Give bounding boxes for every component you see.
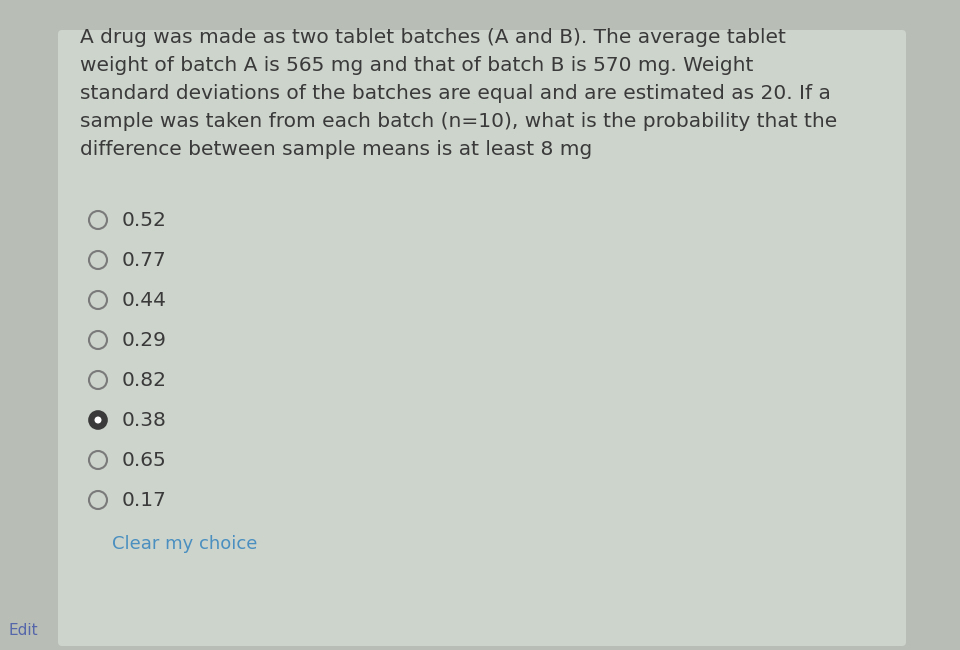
- Text: 0.17: 0.17: [122, 491, 167, 510]
- Text: 0.82: 0.82: [122, 370, 167, 389]
- Text: 0.65: 0.65: [122, 450, 167, 469]
- Text: 0.44: 0.44: [122, 291, 167, 309]
- Text: Clear my choice: Clear my choice: [112, 535, 257, 553]
- Text: 0.38: 0.38: [122, 411, 167, 430]
- FancyBboxPatch shape: [58, 30, 906, 646]
- Text: weight of batch A is 565 mg and that of batch B is 570 mg. Weight: weight of batch A is 565 mg and that of …: [80, 56, 754, 75]
- Circle shape: [89, 411, 107, 429]
- Text: Edit: Edit: [8, 623, 37, 638]
- Text: difference between sample means is at least 8 mg: difference between sample means is at le…: [80, 140, 592, 159]
- Text: 0.29: 0.29: [122, 330, 167, 350]
- Text: 0.52: 0.52: [122, 211, 167, 229]
- Circle shape: [94, 417, 102, 424]
- Text: sample was taken from each batch (n=10), what is the probability that the: sample was taken from each batch (n=10),…: [80, 112, 837, 131]
- Text: standard deviations of the batches are equal and are estimated as 20. If a: standard deviations of the batches are e…: [80, 84, 830, 103]
- Text: 0.77: 0.77: [122, 250, 167, 270]
- Text: A drug was made as two tablet batches (A and B). The average tablet: A drug was made as two tablet batches (A…: [80, 28, 786, 47]
